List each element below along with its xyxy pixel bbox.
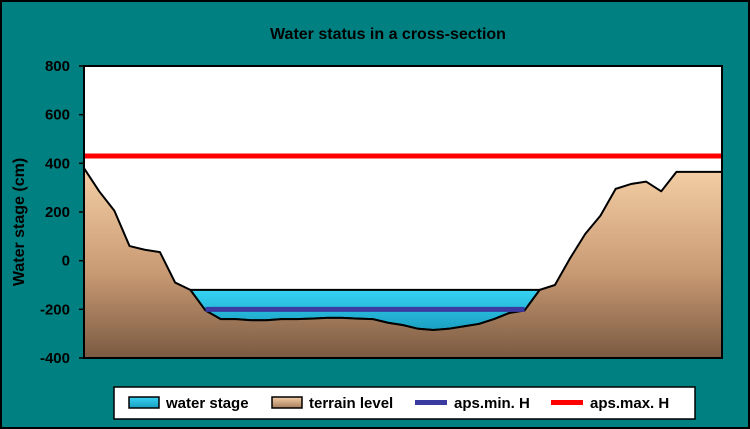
legend-label-aps-max-h: aps.max. H bbox=[590, 395, 669, 412]
y-tick-label: -400 bbox=[40, 350, 70, 367]
y-tick-label: 0 bbox=[62, 253, 70, 270]
legend: water stage terrain level aps.min. H aps… bbox=[113, 386, 696, 420]
y-tick-label: 800 bbox=[45, 58, 70, 75]
legend-box bbox=[113, 386, 696, 420]
chart-title: Water status in a cross-section bbox=[270, 26, 506, 43]
y-axis-label: Water stage (cm) bbox=[11, 158, 28, 286]
legend-swatch-terrain-level bbox=[271, 396, 303, 409]
legend-label-aps-min-h: aps.min. H bbox=[454, 395, 530, 412]
legend-label-terrain-level: terrain level bbox=[309, 395, 393, 412]
y-tick-label: 200 bbox=[45, 204, 70, 221]
y-tick-label: 400 bbox=[45, 155, 70, 172]
terrain-level-area bbox=[83, 167, 723, 359]
y-tick-label: -200 bbox=[40, 301, 70, 318]
y-tick-label: 600 bbox=[45, 107, 70, 124]
legend-swatch-water-stage bbox=[128, 396, 160, 409]
legend-label-water-stage: water stage bbox=[165, 395, 249, 412]
y-axis: 800 600 400 200 0 -200 -400 bbox=[40, 58, 84, 367]
